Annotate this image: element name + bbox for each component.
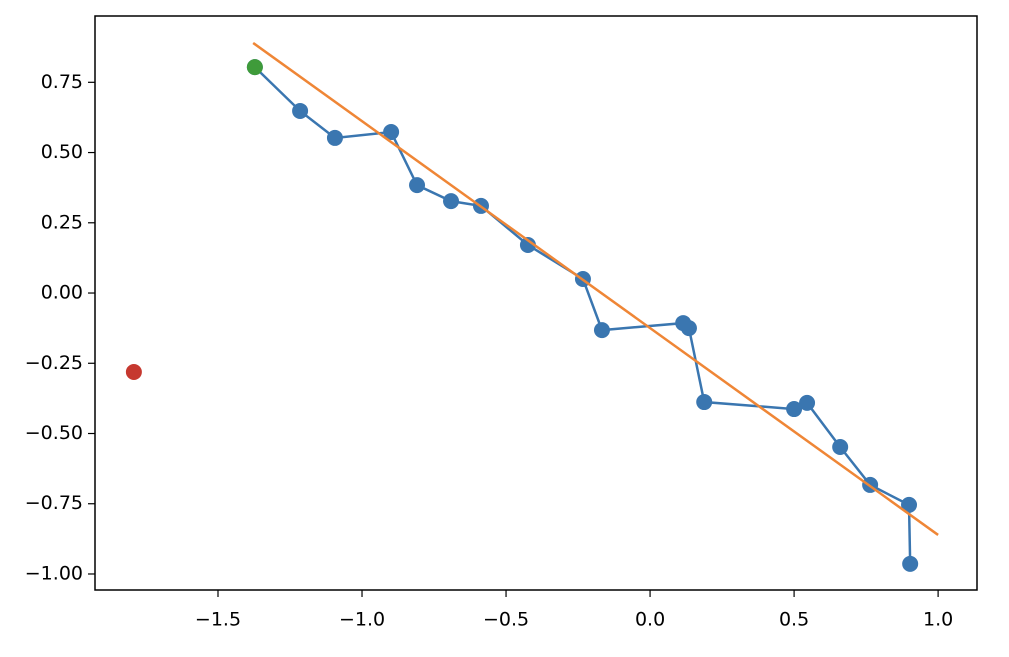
x-tick-label: −1.5 [195, 609, 241, 631]
data-point [383, 124, 400, 141]
y-tick-label: −0.25 [25, 352, 83, 374]
data-point [832, 438, 849, 455]
data-point [901, 496, 918, 513]
y-tick-label: 0.00 [41, 282, 83, 304]
x-tick-label: 0.0 [635, 609, 665, 631]
data-point [326, 129, 343, 146]
plot-frame [94, 15, 978, 591]
data-point [246, 59, 263, 76]
data-point [443, 193, 460, 210]
data-point [125, 363, 142, 380]
x-tick-label: 0.5 [779, 609, 809, 631]
series-line [253, 66, 912, 564]
data-point [799, 394, 816, 411]
x-tick-label: −0.5 [483, 609, 529, 631]
data-point [696, 394, 713, 411]
data-point [292, 102, 309, 119]
data-point [519, 236, 536, 253]
y-tick-label: −1.00 [25, 562, 83, 584]
y-tick-label: 0.25 [41, 211, 83, 233]
y-tick-label: 0.50 [41, 141, 83, 163]
x-tick-label: 1.0 [923, 609, 953, 631]
data-point [786, 401, 803, 418]
series-line [252, 41, 939, 536]
y-tick-label: 0.75 [41, 71, 83, 93]
data-point [593, 322, 610, 339]
x-tick-label: −1.0 [339, 609, 385, 631]
y-tick-label: −0.50 [25, 422, 83, 444]
data-point [409, 177, 426, 194]
data-point [680, 320, 697, 337]
y-tick-label: −0.75 [25, 492, 83, 514]
data-point [902, 555, 919, 572]
